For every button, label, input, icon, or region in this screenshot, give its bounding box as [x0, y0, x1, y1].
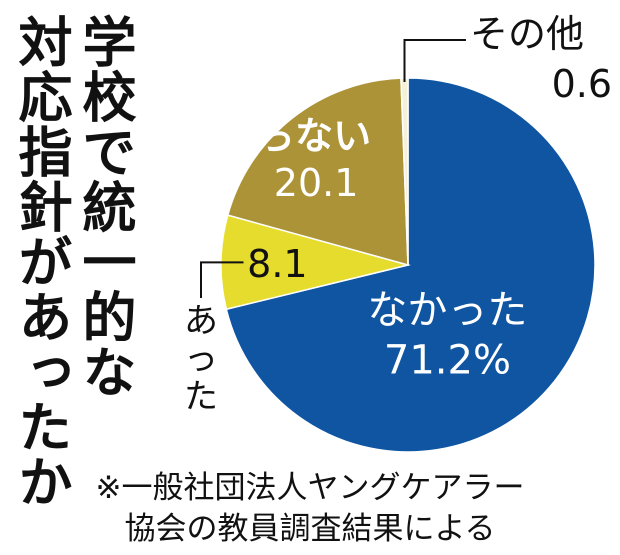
- source-note-line-2: 協会の教員調査結果による: [124, 511, 496, 547]
- slice-value-wakaranai: 20.1: [274, 161, 359, 205]
- pie-slice-2: [226, 77, 409, 266]
- slice-label-atta-char: っ: [184, 339, 218, 379]
- slice-label-atta-char: あ: [184, 301, 218, 341]
- chart-title-line-2: 対応指針があったか: [9, 14, 72, 509]
- slice-label-wakaranai: 分からない: [181, 114, 371, 158]
- slice-value-nakatta: 71.2%: [384, 338, 511, 384]
- slice-value-atta: 8.1: [247, 242, 307, 286]
- slice-label-sonota: その他: [470, 12, 584, 56]
- chart-title-line-1: 学校で統一的な: [73, 14, 136, 399]
- slice-label-nakatta: なかった: [367, 288, 527, 334]
- source-note-line-1: ※一般社団法人ヤングケアラー: [95, 470, 525, 506]
- slice-value-sonota: 0.6: [552, 62, 612, 106]
- slice-label-atta-char: た: [184, 377, 218, 417]
- leader-line-sonota: [403, 39, 466, 82]
- leader-line-atta: [200, 261, 244, 298]
